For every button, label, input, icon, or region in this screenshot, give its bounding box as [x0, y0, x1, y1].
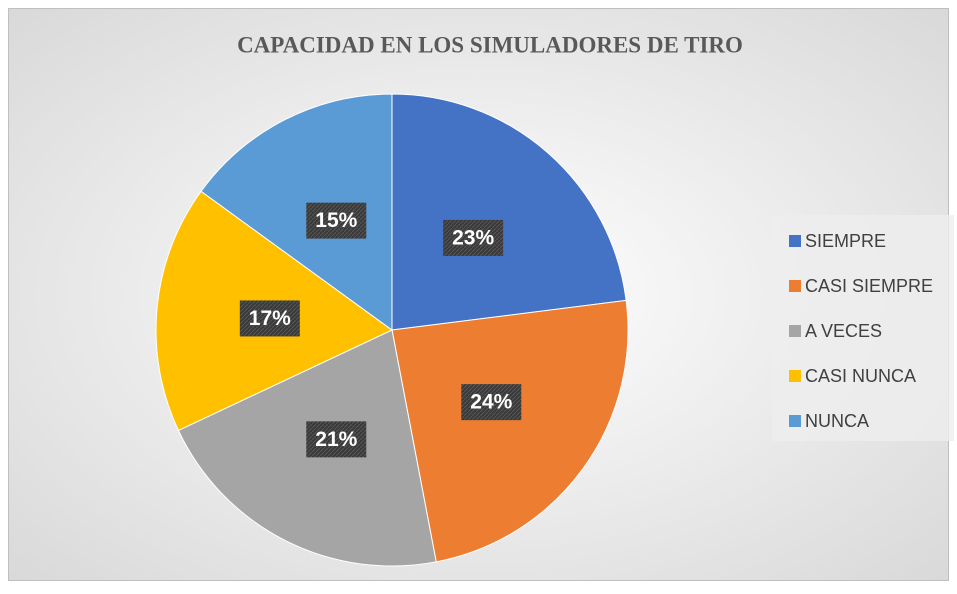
pie-slice — [200, 93, 393, 331]
legend-label: CASI NUNCA — [805, 366, 916, 386]
data-label: 15% — [315, 209, 357, 232]
legend-swatch — [789, 235, 801, 247]
legend-swatch — [789, 415, 801, 427]
data-label-box — [239, 300, 300, 337]
data-label-box — [306, 202, 367, 239]
legend-swatch — [789, 325, 801, 337]
chart-title: CAPACIDAD EN LOS SIMULADORES DE TIRO — [237, 32, 743, 57]
data-label: 23% — [452, 226, 494, 249]
legend-swatch — [789, 370, 801, 382]
legend-label: SIEMPRE — [805, 231, 886, 251]
legend-label: CASI SIEMPRE — [805, 276, 933, 296]
data-label-box — [306, 421, 367, 458]
pie-slice — [391, 93, 627, 331]
data-label: 17% — [249, 307, 291, 330]
pie-slice — [391, 299, 629, 563]
data-label: 24% — [470, 391, 512, 414]
legend-swatch — [789, 280, 801, 292]
data-label: 21% — [315, 428, 357, 451]
legend-box — [772, 215, 954, 441]
data-label-box — [461, 384, 522, 421]
legend-label: A VECES — [805, 321, 882, 341]
data-label-box — [443, 219, 504, 256]
legend-label: NUNCA — [805, 411, 869, 431]
